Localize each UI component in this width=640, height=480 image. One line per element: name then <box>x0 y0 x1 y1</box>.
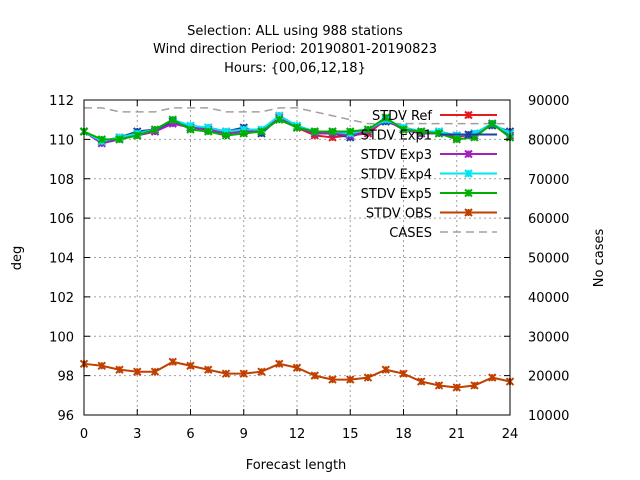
grid <box>84 100 510 415</box>
y-tick-label: 98 <box>57 370 74 385</box>
y2-tick-label: 70000 <box>528 173 569 188</box>
stdv-exp5-point <box>150 125 160 134</box>
stdv-obs-point <box>434 381 444 390</box>
legend-marker-stdv-exp4 <box>464 169 473 178</box>
stdv-exp5-point <box>133 131 142 140</box>
legend: STDV Ref STDV Exp1 STDV Exp3 STDV Exp4 STDV … <box>361 109 497 241</box>
stdv-obs-point <box>115 365 124 374</box>
stdv-obs-point <box>221 369 231 378</box>
stdv-exp5-point <box>381 113 390 122</box>
legend-label-stdv-exp5: STDV Exp5 <box>361 187 432 202</box>
stdv-exp5-point <box>488 119 497 128</box>
y2-tick-label: 60000 <box>528 212 569 227</box>
x-tick-label: 3 <box>133 427 141 442</box>
stdv-obs-point <box>363 373 373 382</box>
legend-marker-stdv-exp1 <box>464 130 473 139</box>
x-tick-label: 21 <box>448 427 465 442</box>
stdv-obs-point <box>417 377 426 386</box>
stdv-exp5-point <box>221 131 231 140</box>
x-tick-label: 15 <box>342 427 359 442</box>
y-tick-label: 96 <box>57 409 74 424</box>
stdv-obs-point <box>150 367 160 376</box>
stdv-exp5-point <box>168 115 177 124</box>
legend-marker-stdv-exp5 <box>464 188 473 198</box>
stdv-exp5-point <box>328 127 337 136</box>
stdv-obs-point <box>381 365 390 374</box>
x-tick-label: 24 <box>502 427 519 442</box>
y-tick-label: 102 <box>49 291 74 306</box>
chart-title-line-2: Wind direction Period: 20190801-20190823 <box>153 42 437 57</box>
stdv-exp5-point <box>399 125 408 134</box>
legend-label-stdv-obs: STDV OBS <box>366 207 432 222</box>
chart-title-line-1: Selection: ALL using 988 stations <box>187 24 403 39</box>
stdv-obs-point <box>275 359 284 369</box>
stdv-obs-point <box>97 361 106 370</box>
plot-series <box>79 107 515 392</box>
y-tick-label: 100 <box>49 330 74 345</box>
legend-label-cases: CASES <box>389 226 432 241</box>
stdv-obs-point <box>470 381 479 390</box>
x-tick-label: 12 <box>289 427 306 442</box>
stdv-obs-point <box>328 375 337 384</box>
x-tick-label: 6 <box>186 427 194 442</box>
x-axis-label: Forecast length <box>246 458 347 473</box>
stdv-obs-point <box>452 383 461 392</box>
legend-marker-stdv-obs <box>464 208 473 217</box>
stdv-exp5-point <box>452 135 461 144</box>
stdv-obs-point <box>257 367 266 376</box>
stdv-exp5-point <box>115 135 124 144</box>
y2-tick-label: 90000 <box>528 94 569 109</box>
legend-marker-stdv-exp3 <box>464 149 473 159</box>
stdv-exp5-point <box>275 115 284 124</box>
y-axis-label: deg <box>10 246 25 271</box>
stdv-exp5-point <box>434 129 444 138</box>
stdv-obs-point <box>239 369 248 378</box>
y2-tick-label: 20000 <box>528 370 569 385</box>
stdv-exp5-point <box>186 125 195 134</box>
y-tick-label: 110 <box>49 133 74 148</box>
stdv-obs-point <box>292 363 302 372</box>
x-tick-label: 0 <box>80 427 88 442</box>
legend-label-stdv-exp3: STDV Exp3 <box>361 148 432 163</box>
y2-tick-label: 80000 <box>528 133 569 148</box>
stdv-obs-point <box>488 373 497 382</box>
stdv-obs-point <box>168 357 177 367</box>
y-tick-label: 108 <box>49 173 74 188</box>
stdv-exp5-point <box>257 127 266 136</box>
stdv-exp5-point <box>363 125 373 134</box>
y2-tick-label: 10000 <box>528 409 569 424</box>
legend-marker-stdv-ref <box>464 110 473 120</box>
stdv-exp5-point <box>204 127 213 136</box>
stdv-exp5-point <box>417 127 426 136</box>
stdv-obs-point <box>310 371 319 380</box>
legend-label-stdv-exp1: STDV Exp1 <box>361 129 432 144</box>
cases-line <box>84 107 510 125</box>
y-tick-label: 104 <box>49 252 74 267</box>
y-tick-label: 112 <box>49 94 74 109</box>
x-tick-label: 9 <box>240 427 248 442</box>
y2-tick-label: 30000 <box>528 330 569 345</box>
y-tick-label: 106 <box>49 212 74 227</box>
stdv-obs-point <box>186 361 195 370</box>
y2-tick-label: 50000 <box>528 252 569 267</box>
legend-label-stdv-ref: STDV Ref <box>372 109 432 124</box>
legend-label-stdv-exp4: STDV Exp4 <box>361 168 432 183</box>
y2-tick-label: 40000 <box>528 291 569 306</box>
stdv-obs-point <box>133 367 142 376</box>
stdv-obs-point <box>204 365 213 374</box>
stdv-exp5-point <box>97 135 106 144</box>
stdv-exp5-point <box>239 129 248 138</box>
stdv-exp5-point <box>346 127 355 136</box>
stdv-exp5-point <box>310 127 319 136</box>
axis-ticks: 0 3 6 9 12 15 18 21 24 96 98 100 102 104 106 108 110 112 1… <box>49 94 569 442</box>
x-tick-label: 18 <box>395 427 412 442</box>
stdv-obs-point <box>346 375 355 384</box>
chart-title-line-3: Hours: {00,06,12,18} <box>224 61 366 76</box>
stdv-obs-point <box>399 369 408 378</box>
y2-axis-label: No cases <box>592 229 607 288</box>
stdv-exp5-point <box>292 123 302 132</box>
